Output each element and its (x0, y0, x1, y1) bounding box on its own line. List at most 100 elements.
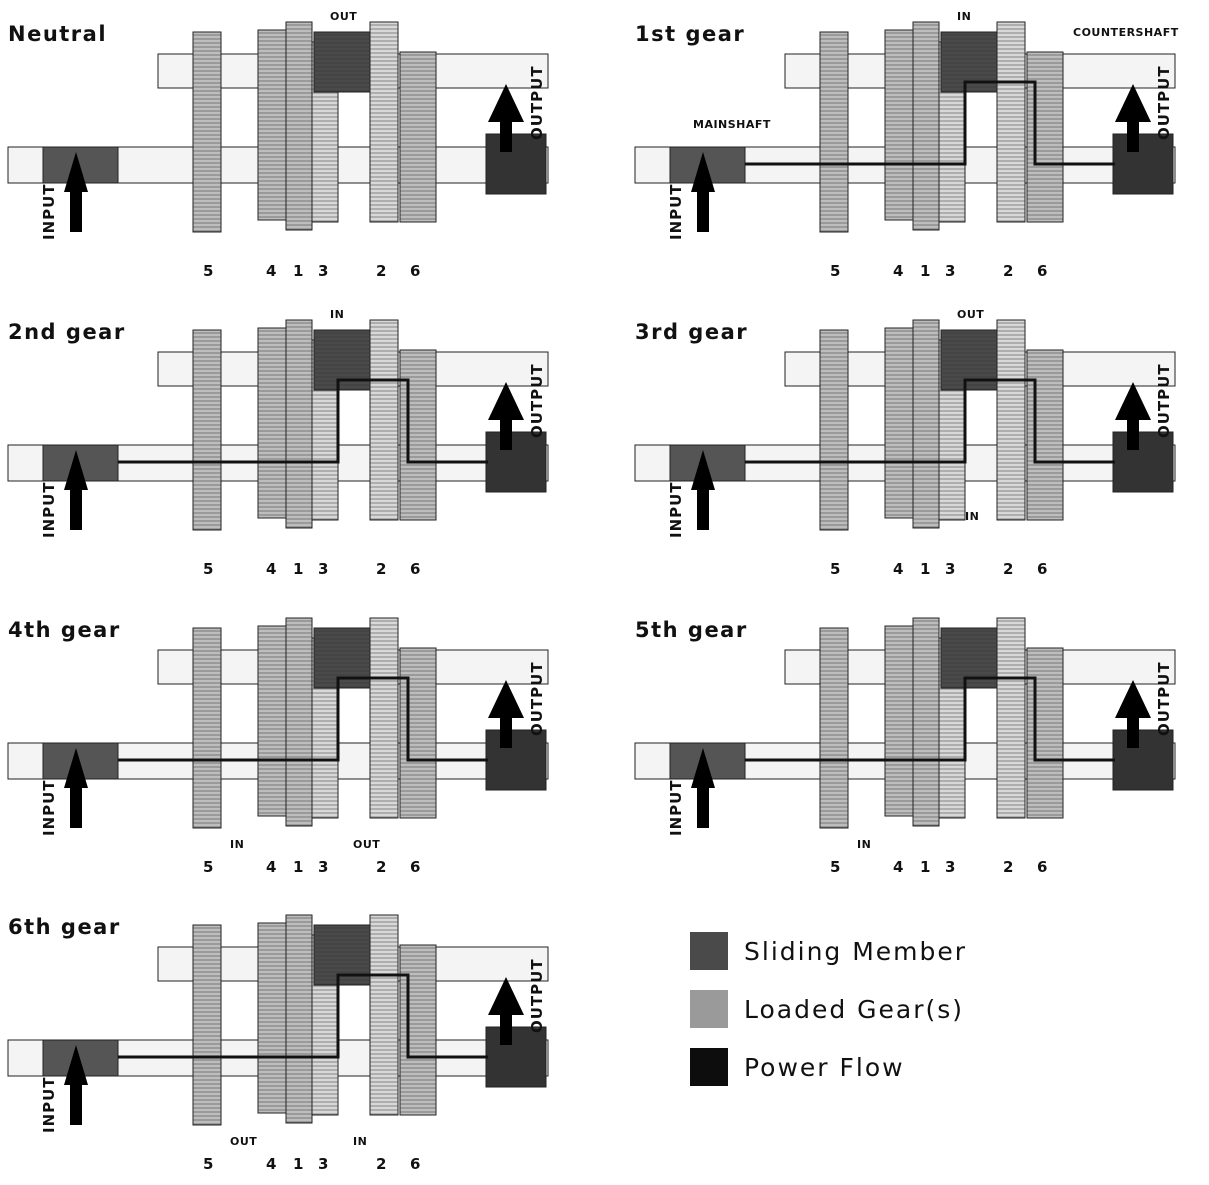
input-arrow (64, 1045, 88, 1125)
legend-swatch-power-flow (690, 1048, 728, 1086)
output-label: OUTPUT (1155, 363, 1173, 438)
gear-number: 5 (203, 262, 214, 280)
gear (819, 31, 849, 233)
gear-number: 4 (266, 1155, 277, 1173)
gear (285, 21, 313, 231)
shift-tag-top: OUT (957, 308, 985, 321)
legend-label: Power Flow (744, 1052, 905, 1082)
gear-number: 1 (293, 560, 304, 578)
gear-number: 5 (830, 560, 841, 578)
legend-swatch-loaded-gears (690, 990, 728, 1028)
gear-number: 1 (293, 1155, 304, 1173)
gear-panel: 4th gear 5 4 1 3 2 6 INPUT OUTPUT IN OUT (7, 617, 568, 888)
input-arrow (691, 152, 715, 232)
gear (912, 319, 940, 529)
gear (1026, 647, 1064, 819)
gear (1026, 349, 1064, 521)
legend-item-sliding-member: Sliding Member (690, 922, 967, 980)
power-flow-path (118, 676, 488, 762)
input-label: INPUT (40, 1076, 58, 1133)
gear-number: 2 (376, 1155, 387, 1173)
gear (399, 349, 437, 521)
transmission-diagram (634, 617, 1176, 829)
transmission-diagram (7, 319, 549, 531)
power-flow-path (118, 973, 488, 1059)
panel-title: 2nd gear (8, 320, 126, 344)
gear-number: 6 (410, 262, 421, 280)
gear (257, 327, 287, 519)
input-label: INPUT (667, 481, 685, 538)
gear (257, 29, 287, 221)
gear-number: 5 (203, 1155, 214, 1173)
gear-panel: Neutral 5 4 1 3 2 6 INPUT OUTPUT OUT (7, 10, 568, 292)
power-flow-path (745, 676, 1115, 762)
gear (369, 617, 399, 819)
gear-panel: 1st gear 5 4 1 3 2 6 INPUT OUTPUT IN COUNTERSHAFT M… (634, 10, 1195, 292)
gear-number: 5 (203, 560, 214, 578)
gear (369, 21, 399, 223)
gear (192, 31, 222, 233)
shift-tag-bottom-left: IN (230, 838, 245, 851)
gear (192, 329, 222, 531)
gear-number: 2 (376, 858, 387, 876)
gear-number: 3 (945, 262, 956, 280)
shift-tag-bottom-right: IN (353, 1135, 368, 1148)
output-spline (1112, 133, 1174, 195)
transmission-diagram (7, 914, 549, 1126)
gear-number: 3 (945, 858, 956, 876)
output-arrow (1115, 382, 1151, 450)
input-label: INPUT (40, 183, 58, 240)
output-spline (485, 729, 547, 791)
gear-number: 3 (318, 262, 329, 280)
gear (996, 21, 1026, 223)
gear (369, 914, 399, 1116)
gear-number: 6 (1037, 560, 1048, 578)
input-label: INPUT (667, 779, 685, 836)
gear (884, 29, 914, 221)
gear-number: 5 (830, 262, 841, 280)
transmission-diagram (7, 617, 549, 829)
shift-tag-mainshaft: MAINSHAFT (693, 118, 771, 131)
gear-number: 6 (410, 560, 421, 578)
gear-number: 4 (893, 858, 904, 876)
gear-number: 4 (893, 560, 904, 578)
shift-tag-bottom-left: OUT (230, 1135, 258, 1148)
input-label: INPUT (40, 779, 58, 836)
shift-tag-bottom-left: IN (857, 838, 872, 851)
gear (285, 914, 313, 1124)
gear (912, 617, 940, 827)
shift-tag-countershaft: COUNTERSHAFT (1073, 26, 1179, 39)
gear-number: 1 (920, 858, 931, 876)
input-arrow (64, 748, 88, 828)
panel-title: 1st gear (635, 22, 746, 46)
gear (285, 617, 313, 827)
gear (1026, 51, 1064, 223)
gear-number: 4 (266, 262, 277, 280)
output-label: OUTPUT (1155, 65, 1173, 140)
output-arrow (488, 382, 524, 450)
input-label: INPUT (40, 481, 58, 538)
output-spline (485, 1026, 547, 1088)
gear (257, 922, 287, 1114)
gear-number: 4 (893, 262, 904, 280)
gear-panel: 6th gear 5 4 1 3 2 6 INPUT OUTPUT OUT IN (7, 914, 568, 1185)
shift-tag-top: IN (330, 308, 345, 321)
gear-number: 1 (920, 560, 931, 578)
gear-number: 1 (293, 858, 304, 876)
gear-number: 6 (410, 1155, 421, 1173)
gear (285, 319, 313, 529)
panel-title: 3rd gear (635, 320, 749, 344)
input-arrow (64, 152, 88, 232)
gear (399, 944, 437, 1116)
output-spline (1112, 729, 1174, 791)
sliding-member (313, 31, 371, 93)
transmission-diagram (7, 21, 549, 233)
gear-number: 3 (318, 858, 329, 876)
legend-item-loaded-gears: Loaded Gear(s) (690, 980, 967, 1038)
input-arrow (691, 748, 715, 828)
legend-label: Sliding Member (744, 936, 968, 966)
gear-number: 3 (945, 560, 956, 578)
shift-tag-top: IN (957, 10, 972, 23)
gear (257, 625, 287, 817)
gear-panel: 3rd gear 5 4 1 3 2 6 INPUT OUTPUT OUT IN (634, 308, 1195, 590)
